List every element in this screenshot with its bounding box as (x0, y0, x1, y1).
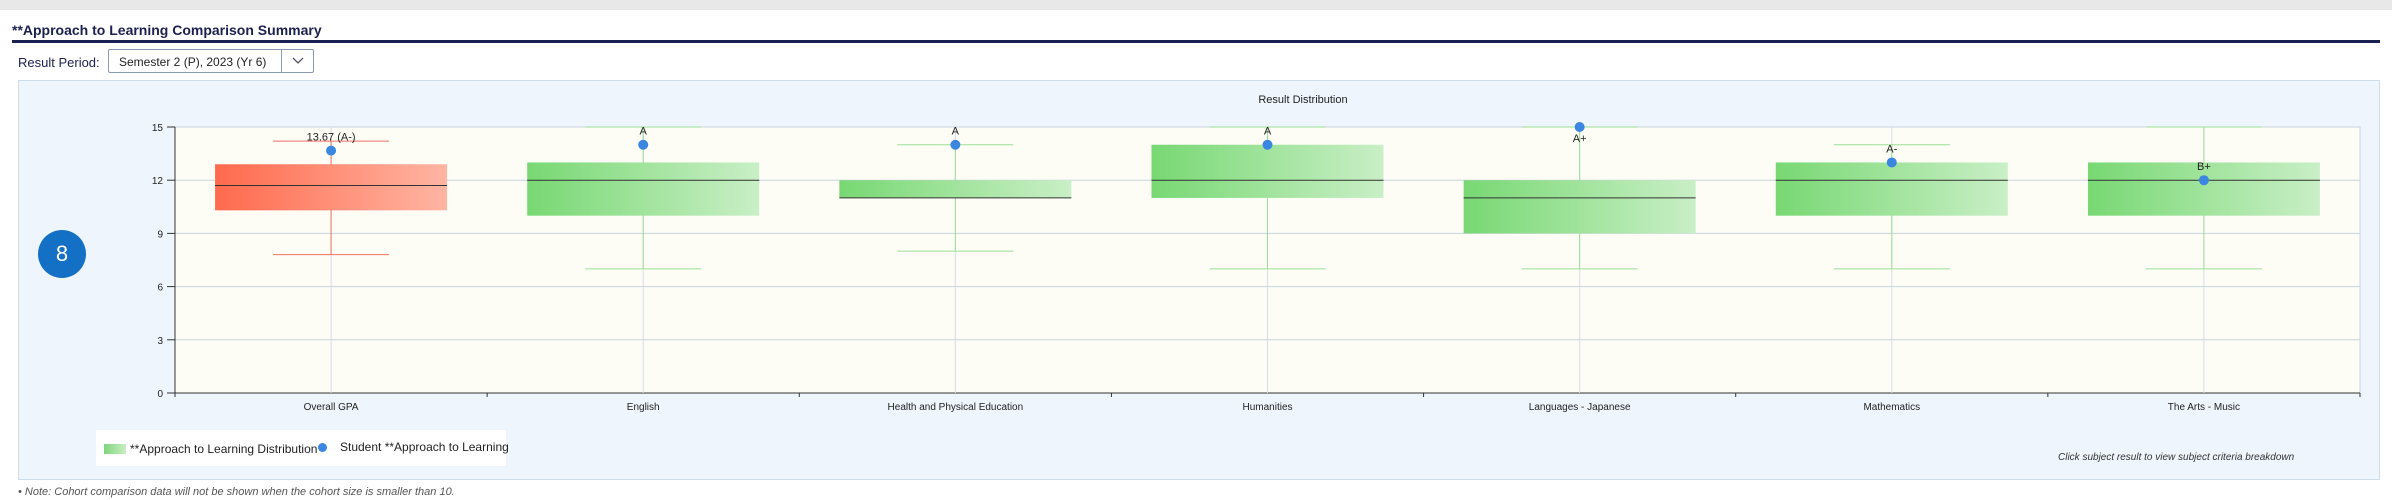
student-result-marker (638, 139, 649, 150)
distribution-legend-swatch (104, 444, 126, 454)
student-result-label: A (952, 126, 960, 138)
result-period-value: Semester 2 (P), 2023 (Yr 6) (119, 55, 267, 69)
student-result-marker (1886, 157, 1897, 168)
x-category-label[interactable]: English (627, 402, 660, 413)
result-period-label: Result Period: (18, 55, 100, 70)
student-result-marker (1262, 139, 1273, 150)
footnote: • Note: Cohort comparison data will not … (18, 486, 455, 498)
gpa-distribution-box (215, 164, 448, 211)
x-category-label[interactable]: Languages - Japanese (1529, 402, 1631, 413)
chart-title: Result Distribution (1258, 94, 1347, 106)
chart-hint: Click subject result to view subject cri… (2058, 452, 2295, 463)
x-category-label[interactable]: Mathematics (1863, 402, 1920, 413)
student-result-marker (326, 145, 337, 156)
student-result-marker (2198, 175, 2209, 186)
student-result-label: A- (1886, 143, 1897, 155)
student-result-label: A (640, 126, 648, 138)
page-title: **Approach to Learning Comparison Summar… (12, 22, 322, 38)
student-result-label: B+ (2197, 161, 2211, 173)
y-tick-label: 12 (152, 176, 164, 187)
x-category-label[interactable]: The Arts - Music (2168, 402, 2240, 413)
distribution-legend-label: **Approach to Learning Distribution (130, 442, 318, 456)
student-legend-label: Student **Approach to Learning (340, 440, 509, 454)
result-count-badge: 8 (38, 230, 86, 278)
select-divider (281, 50, 282, 72)
y-tick-label: 3 (157, 336, 163, 347)
student-result-label: A (1264, 126, 1272, 138)
y-tick-label: 6 (157, 283, 163, 294)
student-result-marker (1574, 122, 1585, 132)
x-category-label[interactable]: Health and Physical Education (888, 402, 1024, 413)
x-category-label[interactable]: Overall GPA (304, 402, 359, 413)
result-period-select[interactable]: Semester 2 (P), 2023 (Yr 6) (108, 49, 314, 73)
chart-legend: **Approach to Learning Distribution Stud… (96, 430, 509, 466)
subject-distribution-box (839, 180, 1072, 198)
top-strip (0, 0, 2392, 10)
subject-distribution-box (1775, 162, 2008, 216)
x-category-label[interactable]: Humanities (1242, 402, 1292, 413)
title-divider (12, 40, 2380, 43)
y-tick-label: 15 (152, 123, 164, 134)
y-tick-label: 9 (157, 229, 163, 240)
subject-distribution-box (2087, 162, 2320, 216)
subject-distribution-box (1151, 144, 1384, 198)
student-result-marker (950, 139, 961, 150)
chevron-down-icon (292, 57, 304, 64)
subject-distribution-box (527, 162, 760, 216)
student-legend-marker (318, 443, 327, 452)
student-result-label: A+ (1573, 133, 1587, 145)
subject-distribution-box (1463, 180, 1696, 234)
y-tick-label: 0 (157, 389, 163, 400)
student-result-label: 13.67 (A-) (307, 132, 356, 144)
